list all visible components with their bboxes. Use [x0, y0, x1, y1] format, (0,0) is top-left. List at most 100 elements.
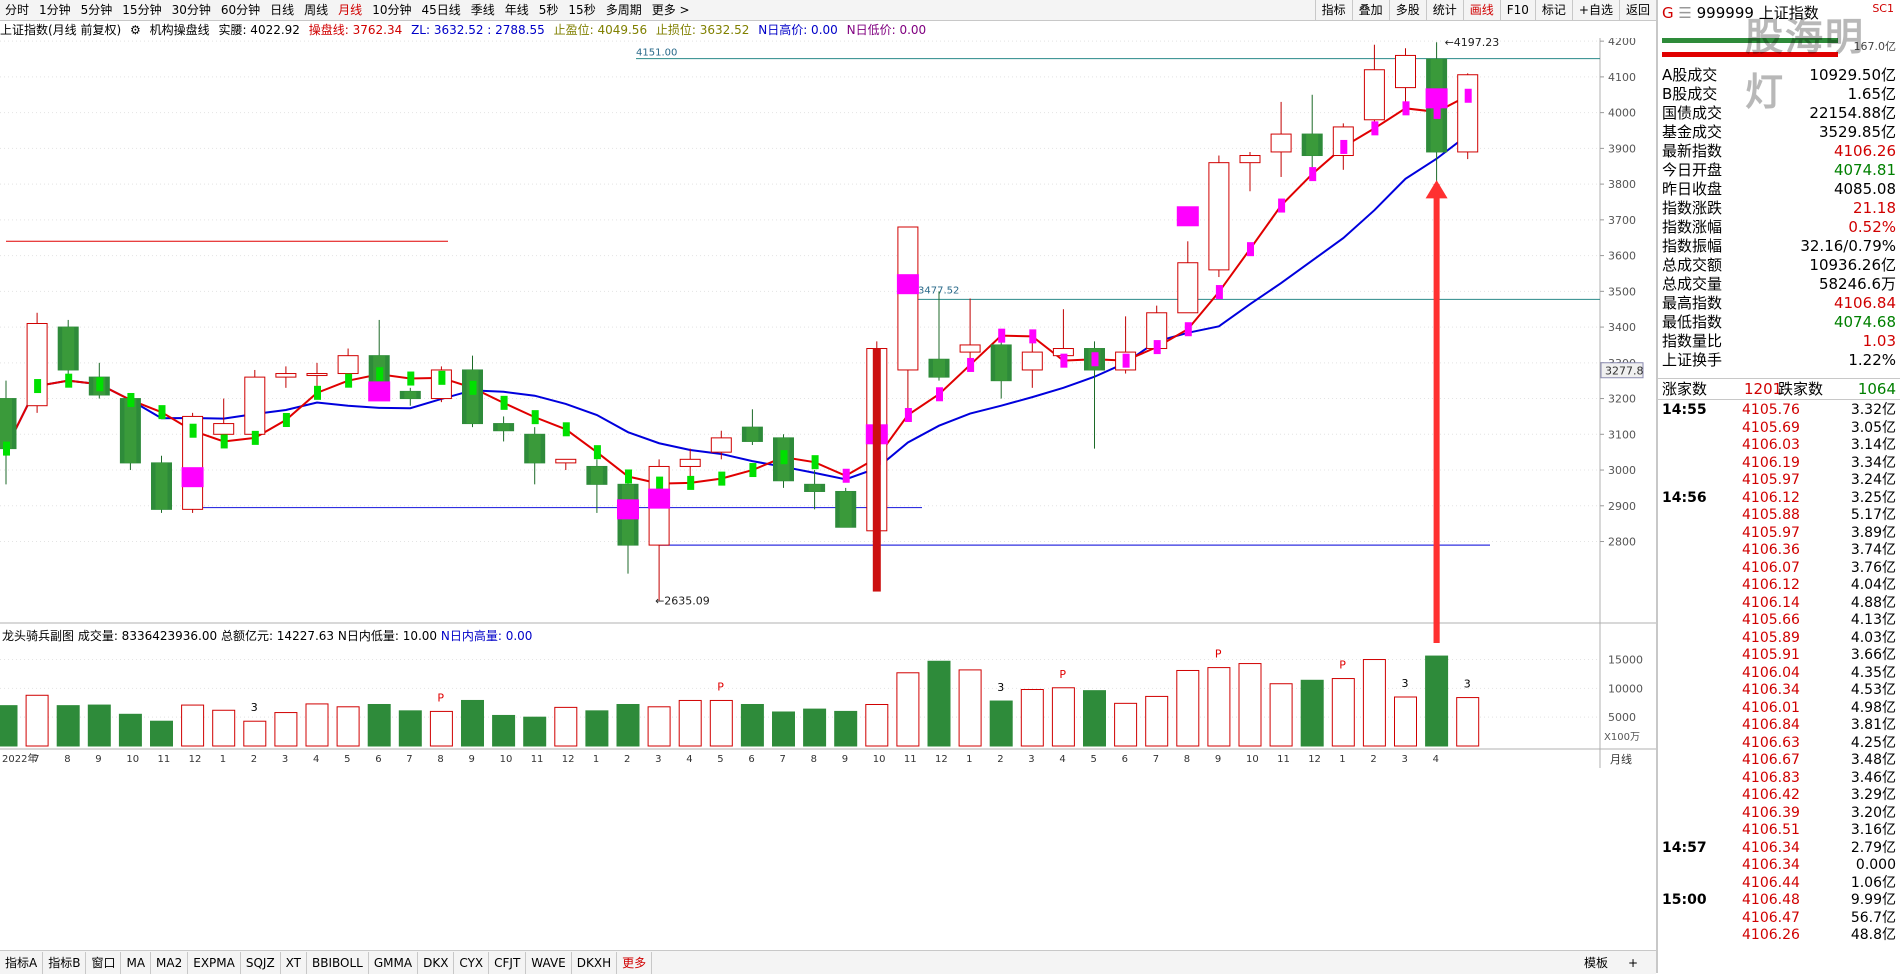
period-tab[interactable]: 45日线 — [421, 3, 461, 17]
candle — [586, 445, 608, 513]
x-axis-label: 8 — [437, 754, 443, 765]
indicator-tab[interactable]: MA2 — [151, 951, 189, 974]
indicator-tab[interactable]: GMMA — [369, 951, 419, 974]
tick-volume: 4.98亿 — [1850, 699, 1896, 716]
low-label: ←2635.09 — [655, 594, 710, 607]
x-axis-label: 1 — [220, 754, 226, 765]
stat-label: 最新指数 — [1662, 142, 1723, 160]
tick-volume: 3.14亿 — [1850, 437, 1896, 453]
indicator-tab[interactable]: CFJT — [489, 951, 527, 974]
period-tab[interactable]: 多周期 — [605, 3, 642, 17]
candle — [119, 392, 141, 471]
indicator-tab[interactable]: SQJZ — [241, 951, 281, 974]
candle — [1270, 101, 1292, 213]
tool-button[interactable]: +自选 — [1571, 0, 1619, 20]
period-tab[interactable]: 60分钟 — [220, 3, 261, 17]
period-tab[interactable]: 季线 — [470, 3, 495, 17]
menu-icon[interactable]: ☰ — [1678, 4, 1692, 22]
ma-marker — [158, 405, 166, 420]
period-tab[interactable]: 日线 — [270, 3, 295, 17]
indicator-name[interactable]: 机构操盘线 — [149, 23, 210, 37]
indicator-tab[interactable]: BBIBOLL — [307, 951, 369, 974]
period-tab[interactable]: 10分钟 — [372, 3, 412, 17]
tool-button[interactable]: 返回 — [1618, 0, 1656, 20]
candle — [835, 468, 857, 528]
stat-label: 今日开盘 — [1662, 161, 1723, 179]
volume-bar — [212, 709, 236, 747]
ma-marker — [904, 407, 912, 422]
period-tab[interactable]: 分时 — [5, 3, 30, 17]
volume-bar — [1020, 689, 1044, 747]
indicator-tab[interactable]: WAVE — [526, 951, 572, 974]
candle — [1208, 155, 1230, 300]
indicator-tab[interactable]: XT — [281, 951, 308, 974]
tick-price: 4106.36 — [1742, 542, 1800, 558]
template-button[interactable]: 模板 — [1583, 956, 1608, 970]
candle — [399, 371, 421, 406]
tick-price: 4106.42 — [1742, 787, 1800, 803]
price-tick-label: 2900 — [1608, 500, 1636, 513]
volume-tick-label: 5000 — [1608, 711, 1636, 724]
volume-bar — [772, 711, 795, 747]
candle — [57, 319, 79, 388]
candle — [804, 455, 826, 510]
period-tab[interactable]: 5分钟 — [80, 3, 113, 17]
tool-button[interactable]: F10 — [1499, 0, 1535, 20]
tool-button[interactable]: 统计 — [1425, 0, 1463, 20]
x-axis-label: 7 — [33, 754, 39, 765]
price-tick-label: 4100 — [1608, 71, 1636, 84]
stat-value: 4106.84 — [1833, 294, 1896, 312]
period-tab[interactable]: 5秒 — [538, 3, 559, 17]
period-tab[interactable]: 周线 — [304, 3, 329, 17]
ma-marker — [656, 476, 664, 491]
period-tab[interactable]: 15秒 — [568, 3, 596, 17]
indicator-tab[interactable]: 指标A — [0, 951, 44, 974]
indicator-tabs-bar: 指标A 指标B 窗口 MA MA2 EXPMA SQJZ XT BBIBOLL GMMA DKX CY… — [0, 950, 1656, 974]
period-tab[interactable]: 月线 — [338, 3, 363, 17]
tick-row: 14:55 4105.76 3.32亿 — [1662, 401, 1896, 419]
tool-button[interactable]: 指标 — [1314, 0, 1352, 20]
volume-bar — [585, 710, 609, 747]
index-code: 999999 — [1696, 4, 1754, 22]
indicator-tab[interactable]: DKX — [418, 951, 455, 974]
candle — [182, 412, 204, 513]
indicator-tab[interactable]: MA — [121, 951, 152, 974]
tick-row: 4106.47 56.7亿 — [1662, 909, 1896, 927]
period-tab[interactable]: 1分钟 — [39, 3, 71, 17]
tick-time: 14:55 — [1662, 402, 1707, 418]
indicator-tab[interactable]: 指标B — [43, 951, 87, 974]
tool-button[interactable]: 标记 — [1534, 0, 1572, 20]
settings-gear-icon[interactable]: ⚙ — [130, 23, 141, 37]
candle — [493, 395, 515, 442]
period-tab[interactable]: 15分钟 — [122, 3, 162, 17]
candle — [337, 348, 359, 388]
indicator-tab[interactable]: DKXH — [572, 951, 618, 974]
tool-button[interactable]: 画线 — [1462, 0, 1500, 20]
volume-bar — [647, 706, 671, 747]
tick-row: 4106.34 4.53亿 — [1662, 681, 1896, 699]
add-button[interactable]: + — [1627, 955, 1638, 970]
tick-row: 14:57 4106.34 2.79亿 — [1662, 839, 1896, 857]
period-tab[interactable]: 30分钟 — [171, 3, 211, 17]
stat-value: 1.65亿 — [1847, 85, 1896, 103]
kline-chart[interactable]: 2800290030003100320033003400350036003700… — [0, 38, 1656, 768]
indicator-tab[interactable]: 更多 — [617, 951, 653, 974]
candle-body-inner — [0, 398, 12, 449]
volume-bar — [554, 706, 578, 747]
tool-button[interactable]: 多股 — [1388, 0, 1426, 20]
indicator-tab[interactable]: EXPMA — [188, 951, 241, 974]
indicator-tab[interactable]: CYX — [454, 951, 490, 974]
volume-bar — [1456, 697, 1480, 747]
period-tab[interactable]: 更多 > — [651, 3, 690, 17]
price-tick-label: 3000 — [1608, 464, 1636, 477]
indicator-tab[interactable]: 窗口 — [86, 951, 122, 974]
candle — [1115, 316, 1137, 374]
candle-body — [1457, 74, 1479, 153]
ma-marker — [842, 468, 850, 483]
stat-row: 总成交额 10936.26亿 — [1662, 256, 1896, 274]
period-tab[interactable]: 年线 — [504, 3, 529, 17]
tick-price: 4106.67 — [1742, 752, 1800, 768]
tool-button[interactable]: 叠加 — [1351, 0, 1389, 20]
volume-bar — [181, 704, 205, 747]
candle-body-inner — [124, 398, 137, 463]
